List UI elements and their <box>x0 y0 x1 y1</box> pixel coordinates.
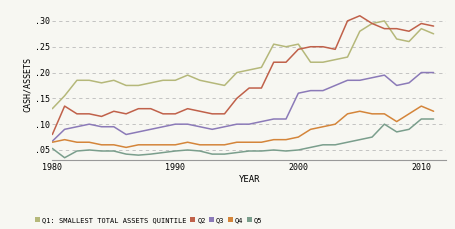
Y-axis label: CASH/ASSETS: CASH/ASSETS <box>23 57 32 112</box>
X-axis label: YEAR: YEAR <box>238 175 260 184</box>
Legend: Q1: SMALLEST TOTAL ASSETS QUINTILE, Q2, Q3, Q4, Q5: Q1: SMALLEST TOTAL ASSETS QUINTILE, Q2, … <box>35 217 263 223</box>
